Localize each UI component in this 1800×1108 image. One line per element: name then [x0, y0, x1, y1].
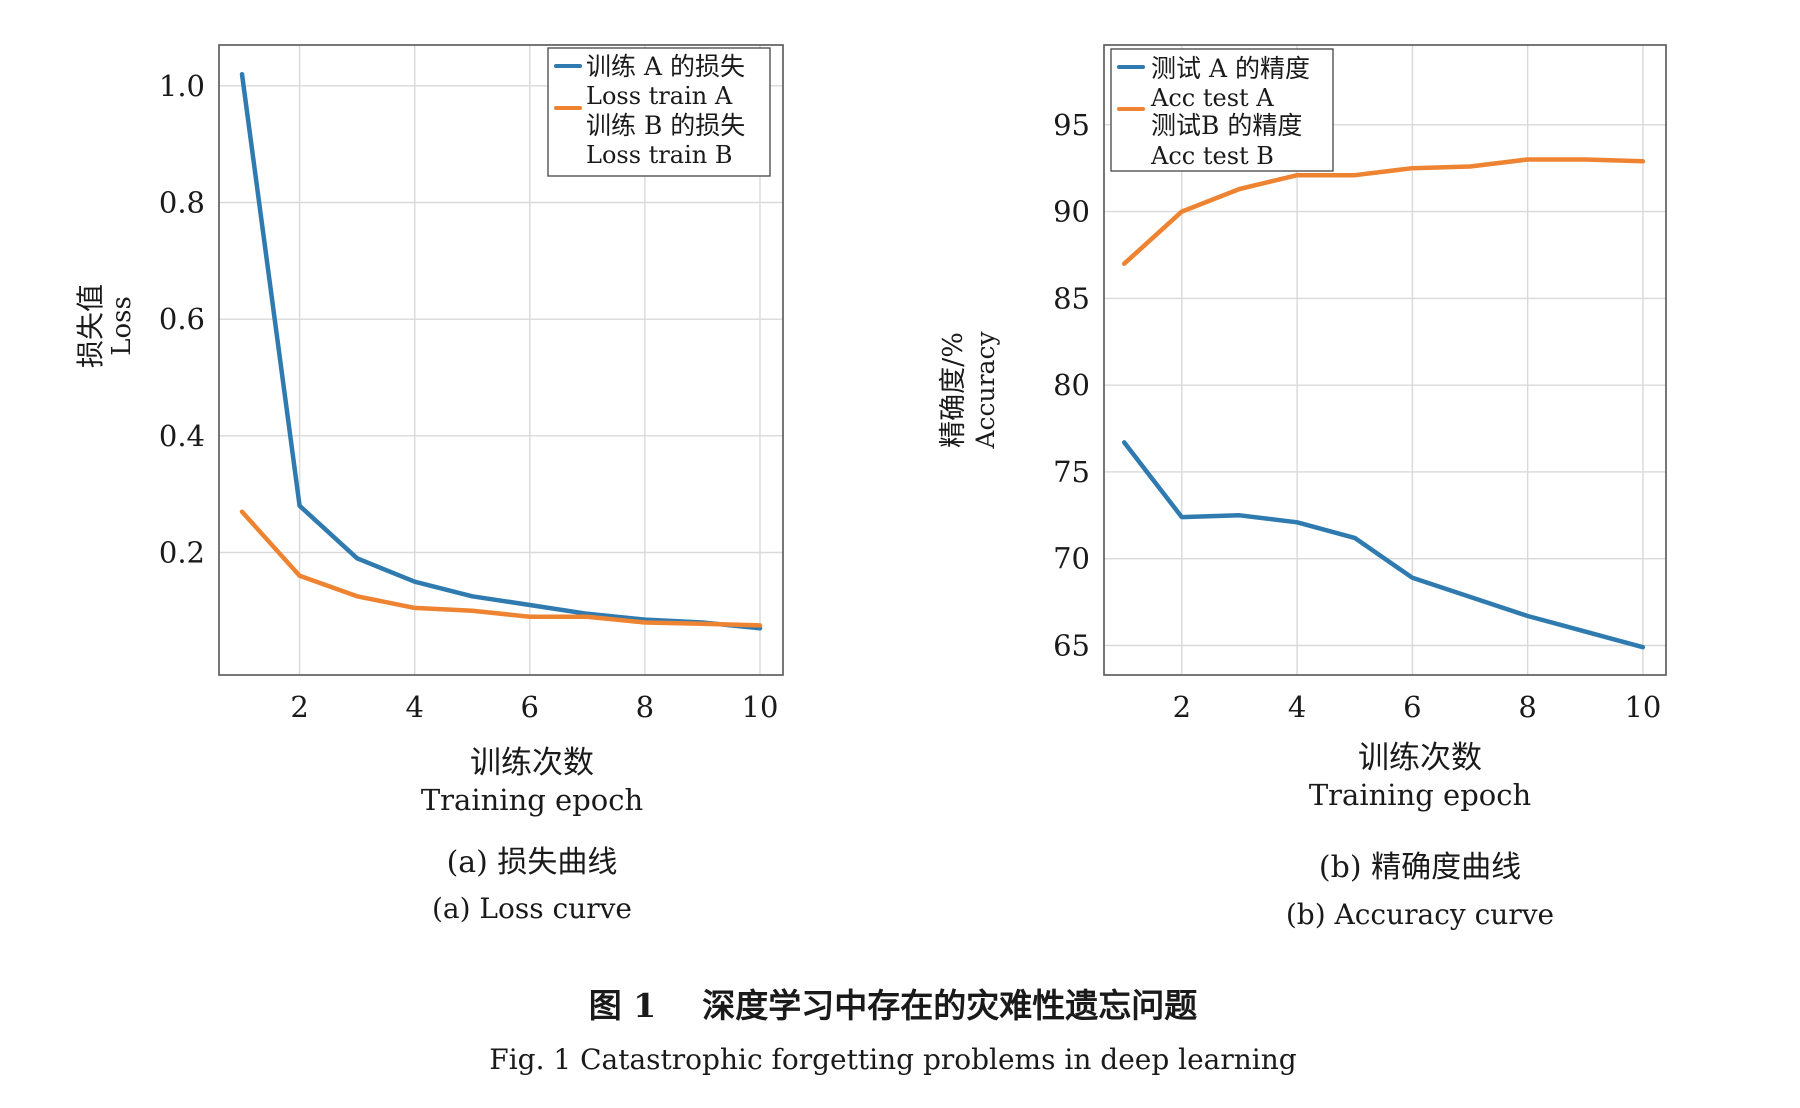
accuracy-lines — [1121, 157, 1646, 650]
accuracy-x-tick-10: 10 — [1624, 690, 1661, 724]
loss-x-axis-label-en: Training epoch — [421, 783, 643, 817]
loss-y-tick-1: 0.4 — [159, 419, 205, 453]
loss-legend: 训练 A 的损失 Loss train A 训练 B 的损失 Loss trai… — [547, 47, 771, 177]
accuracy-chart: 2 4 6 8 10 65 70 75 80 85 90 95 测试 A 的精度 Acc test … — [938, 44, 1667, 931]
loss-chart: 2 4 6 8 10 0.2 0.4 0.6 0.8 1.0 训练 A 的损失 Loss tra… — [74, 44, 784, 925]
loss-x-tick-6: 6 — [521, 690, 539, 724]
loss-y-tick-3: 0.8 — [159, 186, 205, 220]
accuracy-y-axis-label-zh: 精确度/% — [938, 332, 969, 448]
legend-label-en-loss-train-b: Loss train B — [586, 141, 732, 169]
accuracy-x-tick-2: 2 — [1173, 690, 1191, 724]
loss-legend-box — [547, 47, 771, 177]
accuracy-plot-frame — [1103, 44, 1667, 676]
accuracy-y-tick-1: 70 — [1053, 542, 1090, 576]
legend-label-en-acc-test-b: Acc test B — [1150, 142, 1274, 170]
accuracy-series-line-b — [1121, 157, 1646, 266]
loss-x-tick-8: 8 — [636, 690, 654, 724]
legend-label-en-loss-train-a: Loss train A — [586, 82, 733, 110]
loss-y-tick-0: 0.2 — [159, 536, 205, 570]
loss-subcaption-zh: (a) 损失曲线 — [447, 845, 618, 880]
legend-label-zh-acc-test-a: 测试 A 的精度 — [1151, 54, 1310, 83]
figure-caption-en: Fig. 1 Catastrophic forgetting problems … — [489, 1043, 1296, 1076]
accuracy-subcaption-en: (b) Accuracy curve — [1286, 898, 1554, 931]
loss-x-tick-4: 4 — [405, 690, 423, 724]
loss-y-tick-2: 0.6 — [159, 302, 205, 336]
accuracy-y-tick-6: 95 — [1053, 108, 1090, 142]
loss-x-tick-2: 2 — [290, 690, 308, 724]
accuracy-y-tick-4: 85 — [1053, 281, 1090, 315]
legend-label-zh-loss-train-a: 训练 A 的损失 — [586, 52, 745, 81]
accuracy-y-tick-3: 80 — [1053, 368, 1090, 402]
accuracy-y-tick-5: 90 — [1053, 195, 1090, 229]
loss-x-tick-labels: 2 4 6 8 10 — [290, 690, 778, 724]
loss-x-tick-10: 10 — [742, 690, 779, 724]
accuracy-y-axis-label-en: Accuracy — [971, 331, 1000, 450]
accuracy-x-tick-labels: 2 4 6 8 10 — [1173, 690, 1662, 724]
loss-y-tick-labels: 0.2 0.4 0.6 0.8 1.0 — [159, 69, 205, 570]
accuracy-y-tick-labels: 65 70 75 80 85 90 95 — [1053, 108, 1090, 663]
loss-x-axis-label-zh: 训练次数 — [470, 745, 594, 781]
accuracy-legend-box — [1110, 48, 1334, 172]
loss-plot-frame — [218, 44, 784, 676]
accuracy-x-tick-4: 4 — [1288, 690, 1306, 724]
accuracy-legend: 测试 A 的精度 Acc test A 测试B 的精度 Acc test B — [1110, 48, 1334, 172]
legend-label-zh-acc-test-b: 测试B 的精度 — [1151, 111, 1302, 140]
accuracy-x-tick-8: 8 — [1518, 690, 1536, 724]
accuracy-subcaption-zh: (b) 精确度曲线 — [1319, 850, 1521, 885]
legend-label-zh-loss-train-b: 训练 B 的损失 — [586, 111, 745, 140]
loss-series-line-b — [239, 509, 763, 628]
legend-label-en-acc-test-a: Acc test A — [1150, 84, 1274, 112]
accuracy-x-tick-6: 6 — [1403, 690, 1421, 724]
loss-y-axis-label-zh: 损失值 — [74, 284, 107, 368]
loss-y-axis-label-en: Loss — [107, 296, 137, 356]
loss-subcaption-en: (a) Loss curve — [432, 892, 632, 925]
accuracy-x-axis-label-zh: 训练次数 — [1358, 740, 1482, 776]
accuracy-x-axis-label-en: Training epoch — [1309, 778, 1531, 812]
figure-caption-zh: 图 1 深度学习中存在的灾难性遗忘问题 — [589, 986, 1197, 1025]
accuracy-series-line-a — [1121, 440, 1646, 650]
accuracy-y-tick-2: 75 — [1053, 455, 1090, 489]
loss-y-tick-4: 1.0 — [159, 69, 205, 103]
loss-lines — [239, 71, 763, 631]
accuracy-y-tick-0: 65 — [1053, 628, 1090, 662]
